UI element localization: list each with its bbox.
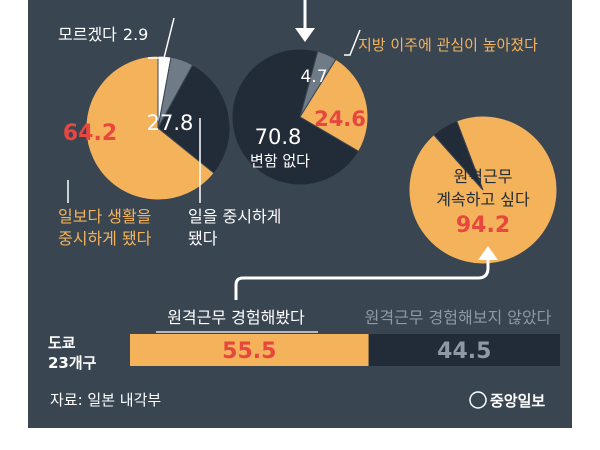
value-unknown: 2.9 (123, 25, 148, 44)
arrow-down-icon (295, 0, 315, 42)
pie-relocation (231, 48, 369, 186)
leader-unknown (148, 17, 175, 59)
bar-experienced (130, 334, 369, 366)
infographic-panel: 모르겠다 2.9 64.2 27.8 일보다 생활을 중시하게 됐다 일을 중시하… (28, 0, 572, 428)
leader-relocate (344, 29, 361, 56)
slice-work (157, 64, 231, 174)
leader-lines (67, 17, 361, 203)
label-unknown: 모르겠다 2.9 (58, 25, 148, 44)
slice-life (85, 55, 215, 201)
label-continue-line2: 계속하고 싶다 (436, 190, 530, 209)
label-relocate: 지방 이주에 관심이 높아졌다 (358, 36, 538, 54)
slice-nochange (231, 48, 360, 186)
value-not-experienced: 44.5 (437, 339, 491, 364)
label-nochange: 변함 없다 (250, 152, 310, 170)
pie-continue-remote (408, 115, 558, 265)
value-other-relocate: 4.7 (300, 67, 327, 87)
bar-category-line2: 23개구 (48, 354, 97, 372)
label-life-line1: 일보다 생활을 (58, 207, 151, 226)
value-continue: 94.2 (456, 213, 510, 238)
value-experienced: 55.5 (222, 339, 276, 364)
bar-category-line1: 도쿄 (48, 334, 76, 352)
label-experienced: 원격근무 경험해봤다 (167, 308, 305, 327)
slice-relocate (299, 58, 369, 153)
slice-discontinue (433, 120, 484, 191)
logo-text: 중앙일보 (490, 392, 545, 410)
logo-icon (469, 391, 487, 409)
bar-not-experienced (368, 334, 560, 366)
value-work: 27.8 (147, 111, 194, 135)
value-nochange: 70.8 (255, 125, 302, 149)
label-work-line1: 일을 중시하게 (188, 207, 281, 226)
source-note: 자료: 일본 내각부 (50, 391, 161, 409)
logo: 중앙일보 (469, 391, 545, 410)
value-relocate: 24.6 (314, 107, 366, 131)
label-work-line2: 됐다 (188, 229, 218, 248)
pie-work-life (85, 55, 231, 201)
arrow-up-icon (234, 246, 498, 300)
chart-canvas: 모르겠다 2.9 64.2 27.8 일보다 생활을 중시하게 됐다 일을 중시하… (48, 0, 560, 410)
label-continue-line1: 원격근무 (454, 167, 513, 186)
label-not-experienced: 원격근무 경험해보지 않았다 (365, 308, 552, 327)
label-unknown-text: 모르겠다 (58, 25, 117, 44)
label-life-line2: 중시하게 됐다 (58, 229, 152, 248)
value-life: 64.2 (63, 121, 117, 146)
stacked-bar: 55.5 44.5 (130, 334, 560, 366)
